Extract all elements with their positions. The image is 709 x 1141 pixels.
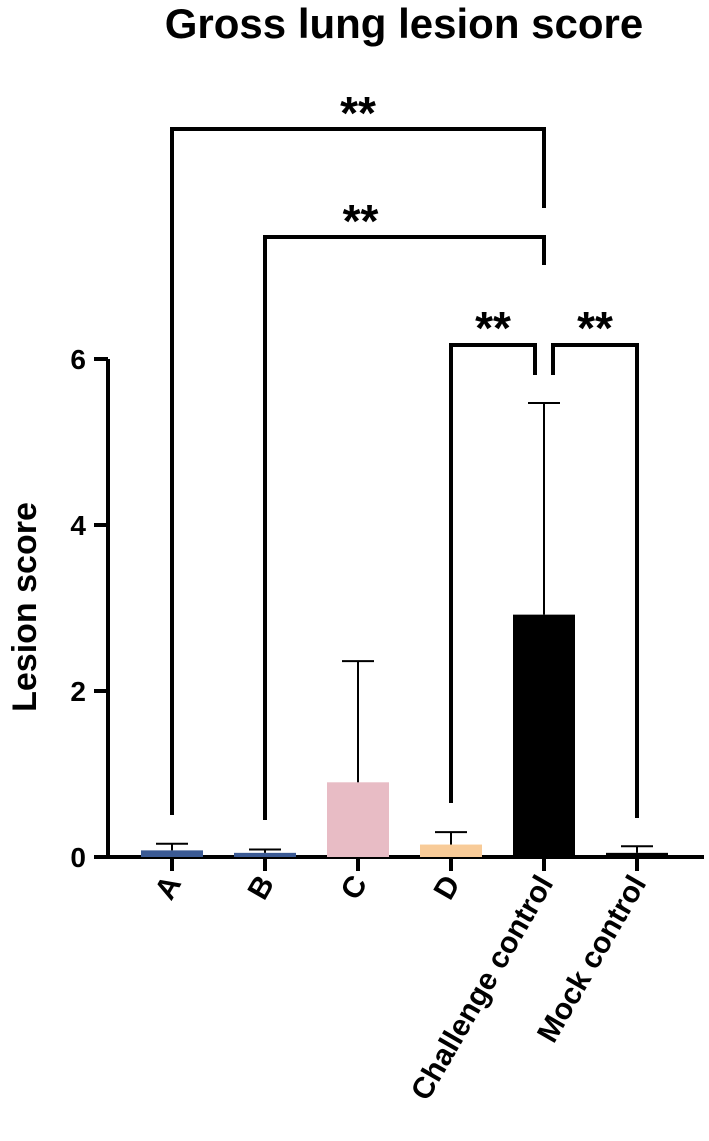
y-tick-label-6: 6 — [70, 344, 86, 375]
sig-bracket-1: ** — [170, 87, 546, 815]
sig-label-4: ** — [577, 302, 613, 354]
sig-bracket-line-4 — [551, 343, 639, 818]
bars-group — [141, 614, 668, 857]
x-tick-label-b: B — [242, 870, 281, 905]
sig-label-1: ** — [340, 87, 376, 139]
sig-bracket-line-3 — [449, 343, 537, 803]
y-tick-label-0: 0 — [70, 842, 86, 873]
x-tick-label-challenge-control: Challenge control — [405, 870, 560, 1106]
bar-a — [141, 850, 203, 857]
y-tick-label-4: 4 — [70, 510, 86, 541]
sig-bracket-line-2 — [263, 235, 546, 820]
bar-challenge-control — [513, 614, 575, 857]
sig-label-2: ** — [343, 195, 379, 247]
sig-bracket-2: ** — [263, 195, 546, 820]
chart-title: Gross lung lesion score — [165, 0, 643, 47]
bar-c — [327, 782, 389, 857]
axes — [94, 357, 704, 871]
y-axis-label: Lesion score — [6, 502, 44, 712]
bar-d — [420, 844, 482, 857]
error-bars-group — [156, 401, 653, 853]
sig-bracket-line-1 — [170, 127, 546, 815]
x-tick-label-d: D — [428, 870, 467, 905]
x-tick-label-c: C — [335, 870, 374, 905]
sig-bracket-3: ** — [449, 302, 537, 803]
bar-mock-control — [606, 852, 668, 857]
sig-bracket-4: ** — [551, 302, 639, 818]
bar-b — [234, 852, 296, 857]
x-tick-label-a: A — [149, 870, 188, 905]
significance-brackets: ** ** ** ** — [170, 87, 639, 820]
sig-label-3: ** — [475, 302, 511, 354]
y-tick-label-2: 2 — [70, 676, 86, 707]
